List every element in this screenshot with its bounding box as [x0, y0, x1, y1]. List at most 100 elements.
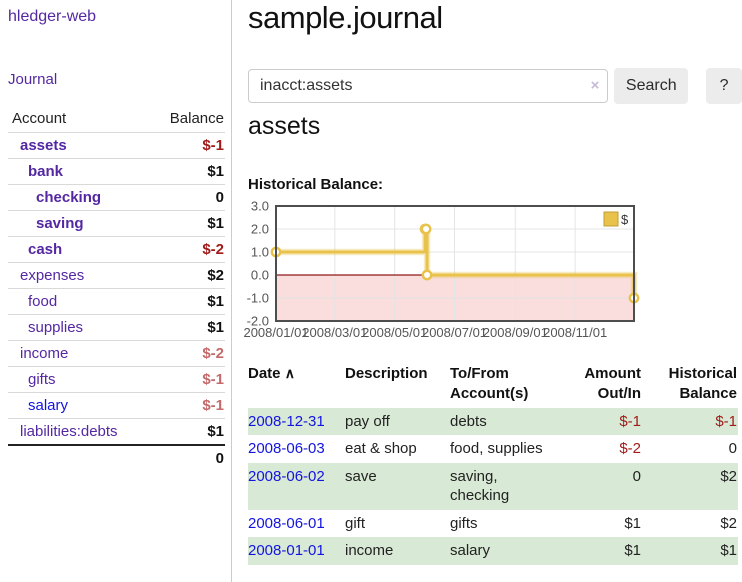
account-balance: $2 — [148, 262, 225, 289]
account-link-assets[interactable]: assets — [20, 137, 67, 154]
svg-text:-1.0: -1.0 — [247, 291, 269, 306]
transaction-accounts: gifts — [450, 514, 478, 532]
account-row: assets $-1 — [8, 132, 225, 159]
sidebar-item-journal[interactable]: Journal — [8, 71, 58, 88]
accounts-header-balance: Balance — [169, 110, 224, 127]
svg-text:0.0: 0.0 — [251, 268, 269, 283]
register-header-balance: Historical Balance — [668, 365, 737, 403]
page-title: sample.journal — [248, 0, 443, 35]
transaction-description: eat & shop — [345, 440, 417, 457]
transaction-accounts: salary — [450, 537, 565, 565]
sort-asc-icon: ∧ — [284, 365, 295, 381]
transaction-amount: $-2 — [619, 440, 641, 457]
clear-search-icon[interactable]: × — [590, 77, 600, 94]
account-row: saving $1 — [8, 210, 225, 237]
account-row: checking 0 — [8, 184, 225, 211]
transaction-balance: $-1 — [642, 407, 738, 435]
transaction-accounts: food, supplies — [450, 440, 543, 457]
account-balance: $-1 — [148, 366, 225, 393]
account-row: bank $1 — [8, 158, 225, 185]
transaction-date-link[interactable]: 2008-06-03 — [248, 440, 325, 457]
account-balance: $1 — [148, 158, 225, 185]
accounts-total-row: 0 — [8, 444, 225, 471]
account-row: salary $-1 — [8, 392, 225, 419]
search-input[interactable] — [248, 69, 609, 103]
transaction-balance: $1 — [642, 537, 738, 565]
account-row: income $-2 — [8, 340, 225, 367]
transaction-description: gift — [345, 514, 366, 532]
account-balance: $1 — [148, 210, 225, 237]
account-balance: $-2 — [148, 340, 225, 367]
transaction-description: income — [345, 537, 450, 565]
register-table: Date ∧ Description To/From Account(s) Am… — [248, 361, 738, 565]
sidebar: hledger-web Journal Account Balance asse… — [0, 0, 232, 582]
account-link-bank[interactable]: bank — [28, 163, 64, 180]
svg-text:3.0: 3.0 — [251, 199, 269, 214]
svg-text:$: $ — [621, 212, 629, 227]
transaction-row: 2008-06-02 save saving, checking 0 $2 — [248, 462, 738, 510]
account-link-income[interactable]: income — [20, 345, 69, 362]
accounts-header-account: Account — [12, 110, 67, 127]
chart-title: Historical Balance: — [248, 176, 384, 193]
transaction-row: 2008-06-01 gift gifts $1 $2 — [248, 510, 738, 538]
transaction-amount: $-1 — [565, 407, 642, 435]
svg-text:2008/11/01: 2008/11/01 — [543, 325, 607, 340]
historical-balance-chart: $3.0 2.0 1.0 0.0 -1.0 -2.02008/01/012008/03/0… — [243, 199, 640, 340]
account-link-checking[interactable]: checking — [36, 189, 102, 206]
accounts-total-balance: 0 — [148, 444, 225, 471]
accounts-table: Account Balance assets $-1 bank $1 check… — [8, 106, 225, 471]
transaction-description: pay off — [345, 407, 450, 435]
account-link-supplies[interactable]: supplies — [28, 319, 84, 336]
account-heading: assets — [248, 112, 321, 140]
account-balance: $-1 — [148, 132, 225, 159]
account-row: gifts $-1 — [8, 366, 225, 393]
transaction-description: save — [345, 462, 450, 510]
transaction-amount: $1 — [565, 537, 642, 565]
transaction-amount: $1 — [624, 514, 641, 532]
account-row: food $1 — [8, 288, 225, 315]
help-button[interactable]: ? — [706, 68, 742, 104]
svg-text:1.0: 1.0 — [251, 245, 269, 260]
register-header-description: Description — [345, 365, 428, 382]
transaction-date-link[interactable]: 2008-01-01 — [248, 542, 325, 559]
account-balance: $-1 — [148, 392, 225, 419]
transaction-accounts: saving, checking — [450, 462, 565, 510]
account-balance: $1 — [148, 288, 225, 315]
svg-text:2008/01/01: 2008/01/01 — [243, 325, 308, 340]
account-link-liabilities-debts[interactable]: liabilities:debts — [20, 423, 118, 440]
account-link-gifts[interactable]: gifts — [28, 371, 56, 388]
account-link-cash[interactable]: cash — [28, 241, 63, 258]
register-header-accounts: To/From Account(s) — [450, 365, 529, 403]
svg-text:2008/03/01: 2008/03/01 — [302, 325, 367, 340]
search-button[interactable]: Search — [614, 68, 689, 104]
transaction-balance: 0 — [728, 440, 737, 457]
transaction-row: 2008-06-03 eat & shop food, supplies $-2… — [248, 435, 738, 463]
svg-text:2.0: 2.0 — [251, 222, 269, 237]
transaction-balance: $2 — [642, 462, 738, 510]
account-balance: $1 — [148, 418, 225, 445]
transaction-amount: 0 — [565, 462, 642, 510]
transaction-date-link[interactable]: 2008-06-02 — [248, 467, 325, 485]
search-form: × Search ? — [248, 68, 742, 104]
transaction-accounts: debts — [450, 407, 565, 435]
transaction-date-link[interactable]: 2008-06-01 — [248, 514, 325, 532]
account-row: cash $-2 — [8, 236, 225, 263]
main-content: sample.journal × Search ? assets Histori… — [243, 0, 742, 582]
account-balance: $1 — [148, 314, 225, 341]
svg-text:2008/05/01: 2008/05/01 — [362, 325, 427, 340]
transaction-date-link[interactable]: 2008-12-31 — [248, 412, 325, 430]
account-row: expenses $2 — [8, 262, 225, 289]
account-link-salary[interactable]: salary — [28, 397, 69, 414]
account-link-food[interactable]: food — [28, 293, 58, 310]
account-link-expenses[interactable]: expenses — [20, 267, 85, 284]
account-link-saving[interactable]: saving — [36, 215, 84, 232]
transaction-row: 2008-01-01 income salary $1 $1 — [248, 537, 738, 565]
account-row: supplies $1 — [8, 314, 225, 341]
account-balance: $-2 — [148, 236, 225, 263]
account-row: liabilities:debts $1 — [8, 418, 225, 445]
app-title-link[interactable]: hledger-web — [8, 8, 97, 25]
register-header-amount: Amount Out/In — [584, 365, 641, 403]
register-header-date[interactable]: Date ∧ — [248, 365, 295, 382]
svg-text:-2.0: -2.0 — [247, 314, 269, 329]
svg-text:2008/09/01: 2008/09/01 — [483, 325, 548, 340]
